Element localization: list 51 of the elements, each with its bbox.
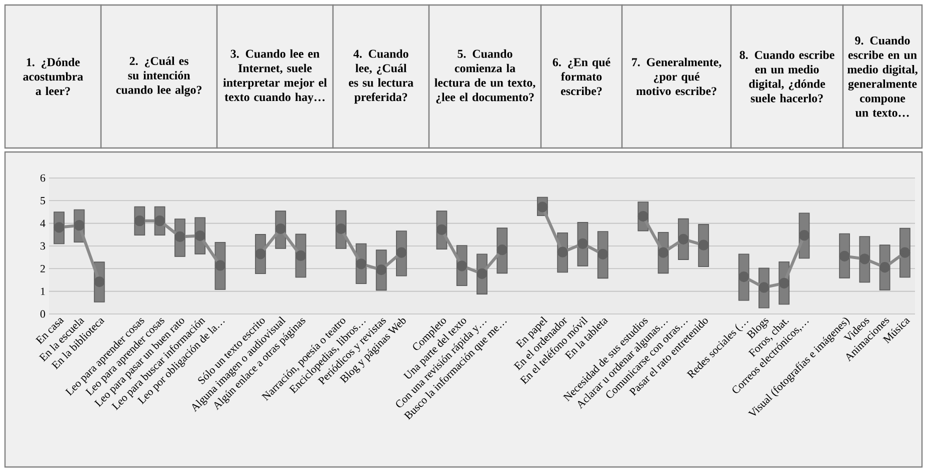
point bbox=[496, 244, 508, 256]
text: 8. Cuando escribe en un medio digital, ¿dónde suele hacerlo? bbox=[740, 50, 834, 102]
point bbox=[356, 258, 366, 270]
text: 9. Cuando escribe en un medio digital, generalmente compone un texto… bbox=[847, 36, 918, 117]
point bbox=[678, 234, 689, 244]
point bbox=[295, 250, 306, 262]
point bbox=[436, 224, 448, 235]
point bbox=[396, 247, 407, 258]
y-tick-label: 4 bbox=[40, 220, 46, 227]
point bbox=[638, 210, 648, 222]
point bbox=[557, 246, 568, 258]
point bbox=[839, 250, 850, 262]
text: 1. ¿Dónde acostumbra a leer? bbox=[23, 58, 84, 96]
point bbox=[94, 276, 105, 288]
point bbox=[456, 260, 468, 272]
text: 2. ¿Cuál es su intención cuando lee algo? bbox=[116, 56, 202, 96]
y-tick-label: 1 bbox=[40, 288, 45, 295]
y-tick-label: 2 bbox=[40, 265, 45, 272]
point bbox=[798, 230, 810, 241]
point bbox=[577, 238, 588, 250]
text: 3. Cuando lee en Internet, suele interpretar mejor el texto cuando hay… bbox=[223, 49, 327, 104]
text: 7. Generalmente, ¿por qué motivo escribe? bbox=[632, 58, 722, 96]
y-tick-label: 3 bbox=[40, 242, 46, 250]
point bbox=[900, 247, 910, 258]
point bbox=[476, 268, 488, 279]
text: 6. ¿En qué formato escribe? bbox=[552, 58, 610, 96]
point bbox=[194, 230, 206, 242]
point bbox=[54, 222, 64, 233]
point bbox=[74, 220, 85, 231]
point bbox=[336, 223, 346, 234]
y-tick-label: 0 bbox=[40, 310, 46, 318]
point bbox=[758, 282, 770, 293]
point bbox=[738, 272, 750, 282]
point bbox=[154, 216, 166, 226]
point bbox=[537, 202, 548, 212]
point bbox=[376, 264, 387, 276]
y-tick-label: 6 bbox=[40, 174, 46, 182]
point bbox=[255, 248, 266, 260]
text: 5. Cuando comienza la lectura de un texto, ¿lee el documento? bbox=[434, 49, 536, 104]
point bbox=[134, 216, 145, 226]
text: 4. Cuando lee, ¿Cuál es su lectura preferida? bbox=[348, 49, 414, 104]
point bbox=[275, 223, 286, 234]
point bbox=[214, 260, 226, 271]
point bbox=[598, 248, 608, 260]
point bbox=[698, 240, 709, 250]
point bbox=[880, 262, 890, 273]
point bbox=[778, 278, 790, 288]
y-tick-label: 5 bbox=[40, 197, 46, 204]
point bbox=[859, 254, 870, 264]
point bbox=[174, 231, 186, 242]
point bbox=[658, 247, 669, 258]
